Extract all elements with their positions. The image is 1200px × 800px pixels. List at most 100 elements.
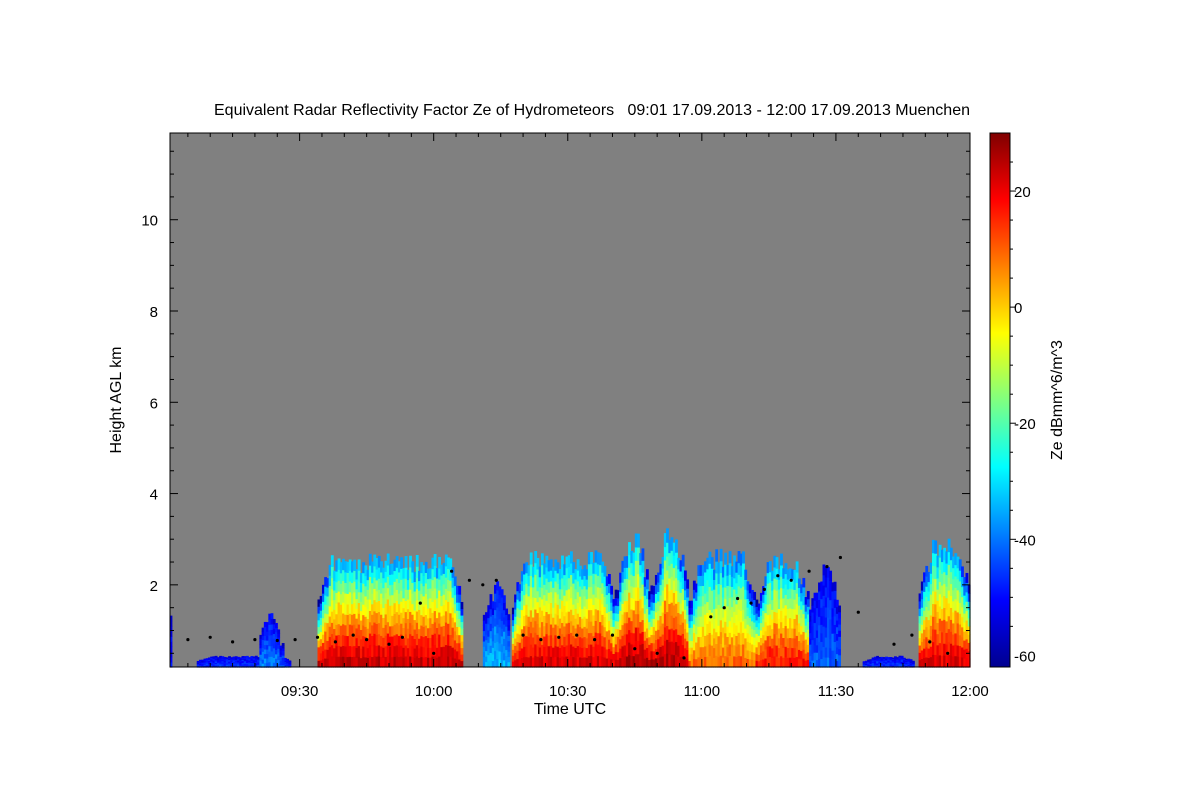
reflectivity-cell (391, 563, 395, 575)
reflectivity-cell (330, 588, 334, 601)
reflectivity-cell (429, 647, 433, 658)
reflectivity-cell (632, 644, 636, 657)
reflectivity-cell (730, 646, 734, 658)
reflectivity-cell (342, 602, 345, 614)
reflectivity-cell (961, 646, 964, 658)
reflectivity-cell (706, 623, 710, 635)
colorbar-label: Ze dBmm^6/m^3 (1049, 340, 1066, 460)
reflectivity-cell (864, 663, 868, 666)
cloud-base-point (208, 635, 212, 639)
reflectivity-cell (402, 657, 406, 668)
cloud-base-point (593, 638, 597, 642)
reflectivity-cell (762, 634, 766, 644)
reflectivity-cell (275, 644, 278, 650)
reflectivity-cell (429, 587, 433, 599)
reflectivity-cell (764, 603, 768, 614)
reflectivity-cell (283, 665, 287, 667)
reflectivity-cell (420, 562, 424, 574)
reflectivity-cell (766, 614, 770, 626)
reflectivity-cell (366, 647, 370, 658)
reflectivity-cell (802, 613, 806, 624)
reflectivity-cell (795, 582, 799, 594)
reflectivity-cell (755, 633, 759, 641)
reflectivity-cell (739, 576, 743, 589)
reflectivity-cell (511, 607, 515, 615)
reflectivity-cell (945, 609, 949, 622)
reflectivity-cell (815, 614, 819, 624)
reflectivity-cell (572, 583, 576, 595)
reflectivity-cell (907, 663, 911, 666)
reflectivity-cell (529, 586, 533, 599)
reflectivity-cell (489, 608, 493, 617)
reflectivity-cell (212, 658, 216, 661)
reflectivity-cell (500, 643, 504, 653)
reflectivity-cell (241, 661, 245, 664)
reflectivity-cell (549, 591, 553, 604)
reflectivity-cell (547, 592, 551, 604)
reflectivity-cell (214, 661, 218, 664)
reflectivity-cell (424, 593, 428, 605)
reflectivity-cell (570, 609, 573, 622)
reflectivity-cell (596, 609, 600, 622)
reflectivity-cell (511, 637, 515, 644)
reflectivity-cell (364, 595, 368, 607)
reflectivity-cell (623, 589, 627, 602)
reflectivity-cell (402, 607, 406, 619)
reflectivity-cell (947, 628, 951, 642)
reflectivity-cell (402, 597, 406, 609)
reflectivity-cell (241, 659, 245, 662)
reflectivity-cell (759, 629, 763, 638)
reflectivity-cell (435, 577, 439, 589)
reflectivity-cell (245, 660, 249, 663)
reflectivity-cell (395, 600, 399, 613)
reflectivity-cell (654, 630, 658, 640)
reflectivity-cell (681, 644, 685, 657)
reflectivity-cell (963, 640, 967, 650)
reflectivity-cell (442, 614, 446, 626)
reflectivity-cell (393, 645, 397, 657)
reflectivity-cell (954, 587, 958, 600)
reflectivity-cell (275, 636, 278, 642)
reflectivity-cell (954, 575, 958, 588)
reflectivity-cell (259, 663, 263, 668)
reflectivity-cell (596, 621, 600, 634)
reflectivity-cell (726, 615, 730, 627)
reflectivity-cell (592, 573, 596, 585)
reflectivity-cell (782, 657, 786, 668)
reflectivity-cell (757, 622, 761, 630)
reflectivity-cell (677, 645, 681, 657)
reflectivity-cell (321, 642, 325, 652)
reflectivity-cell (346, 645, 350, 658)
reflectivity-cell (252, 659, 256, 662)
reflectivity-cell (867, 663, 871, 665)
reflectivity-cell (623, 556, 627, 569)
reflectivity-cell (643, 604, 647, 614)
reflectivity-cell (905, 660, 909, 662)
reflectivity-cell (540, 655, 544, 668)
reflectivity-cell (257, 658, 260, 660)
reflectivity-cell (199, 663, 202, 665)
reflectivity-cell (947, 538, 951, 553)
cloud-base-point (253, 638, 257, 642)
reflectivity-cell (730, 566, 734, 577)
reflectivity-cell (885, 661, 888, 664)
reflectivity-cell (339, 593, 343, 605)
cloud-base-point (655, 651, 659, 655)
reflectivity-cell (245, 664, 249, 667)
reflectivity-cell (456, 610, 459, 619)
reflectivity-cell (339, 562, 343, 574)
reflectivity-cell (885, 657, 888, 660)
reflectivity-cell (228, 662, 231, 665)
reflectivity-cell (940, 549, 944, 563)
reflectivity-cell (357, 580, 361, 593)
reflectivity-cell (252, 656, 256, 659)
reflectivity-cell (699, 595, 703, 607)
reflectivity-cell (780, 587, 783, 600)
reflectivity-cell (359, 657, 363, 668)
reflectivity-cell (614, 612, 618, 622)
reflectivity-cell (775, 579, 779, 591)
reflectivity-cell (688, 633, 692, 642)
cloud-segment-9 (688, 548, 757, 668)
reflectivity-cell (514, 652, 517, 661)
reflectivity-cell (500, 612, 504, 621)
